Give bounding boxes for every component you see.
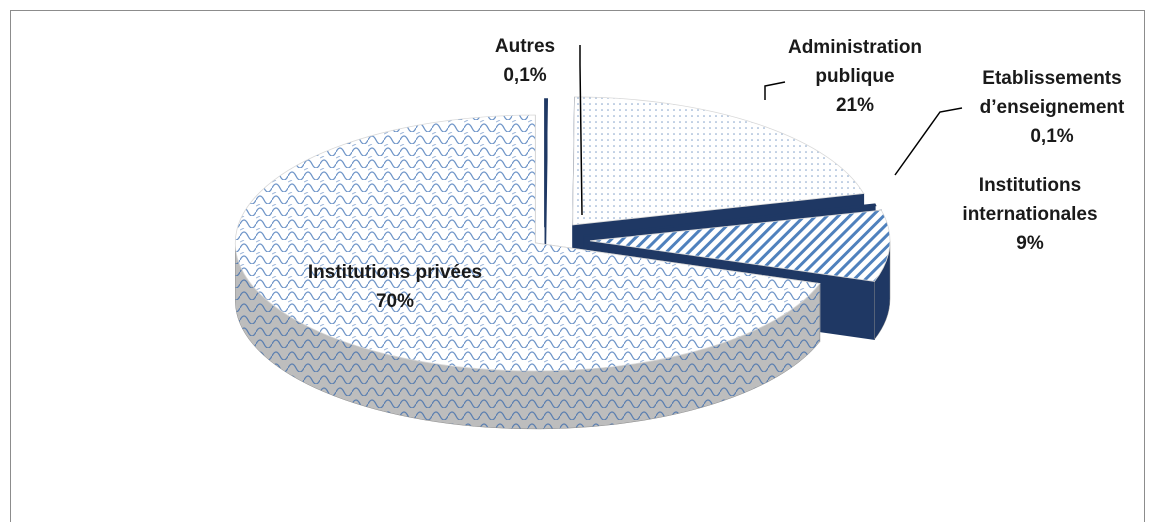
slice <box>234 114 821 372</box>
category-label: Institutions internationales <box>962 175 1098 225</box>
value-label: 9% <box>1016 233 1044 254</box>
value-label: 70% <box>375 291 415 312</box>
category-label: Autres <box>494 36 556 57</box>
chart-frame <box>10 10 1145 522</box>
data-label: Institutions internationales 9% <box>930 171 1130 258</box>
pie <box>234 96 891 430</box>
category-label: Etablissements d’enseignement <box>979 68 1125 118</box>
leader-line <box>894 107 963 176</box>
slice <box>589 209 891 282</box>
data-label: Institutions privées 70% <box>305 258 485 316</box>
leader-line <box>764 81 786 100</box>
data-label: Autres 0,1% <box>480 32 570 90</box>
value-label: 0,1% <box>503 65 547 86</box>
slice <box>583 203 877 237</box>
category-label: Institutions privées <box>307 262 483 283</box>
slice <box>572 96 865 226</box>
value-label: 21% <box>835 95 875 116</box>
slice <box>544 98 549 228</box>
data-label: Administration publique 21% <box>755 33 955 120</box>
value-label: 0,1% <box>1030 126 1074 147</box>
category-label: Administration publique <box>787 37 923 87</box>
leader-line <box>579 45 583 216</box>
data-label: Etablissements d’enseignement 0,1% <box>952 64 1152 151</box>
